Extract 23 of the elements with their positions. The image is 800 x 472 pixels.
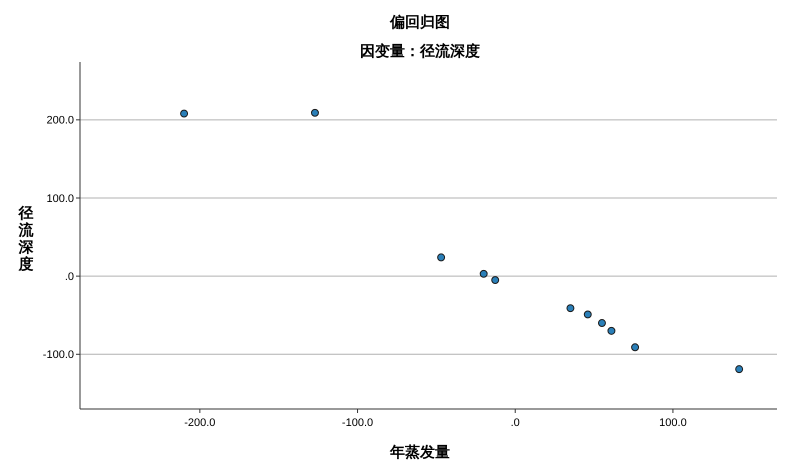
point (735, 365, 744, 374)
point (491, 276, 500, 284)
chart-subtitle: 因变量：径流深度 (360, 42, 480, 60)
point (566, 304, 574, 312)
y-tick-label: .0 (64, 270, 74, 283)
y-tick-label: 200.0 (46, 114, 74, 127)
x-tick-label: -200.0 (184, 417, 216, 429)
x-tick-label: -100.0 (342, 417, 374, 429)
point (584, 310, 592, 318)
point (607, 326, 616, 335)
point (437, 253, 446, 262)
x-tick-label: 100.0 (659, 417, 687, 429)
y-axis-title: 径流深度 (18, 205, 34, 273)
point (180, 110, 188, 118)
y-tick-label: -100.0 (42, 349, 74, 362)
chart-title: 偏回归图 (389, 14, 450, 31)
point (480, 270, 488, 278)
point (631, 343, 640, 352)
x-axis-title: 年蒸发量 (389, 444, 450, 461)
point (310, 108, 319, 117)
point (598, 319, 606, 328)
x-tick-label: .0 (510, 417, 520, 429)
y-tick-label: 100.0 (46, 192, 74, 205)
